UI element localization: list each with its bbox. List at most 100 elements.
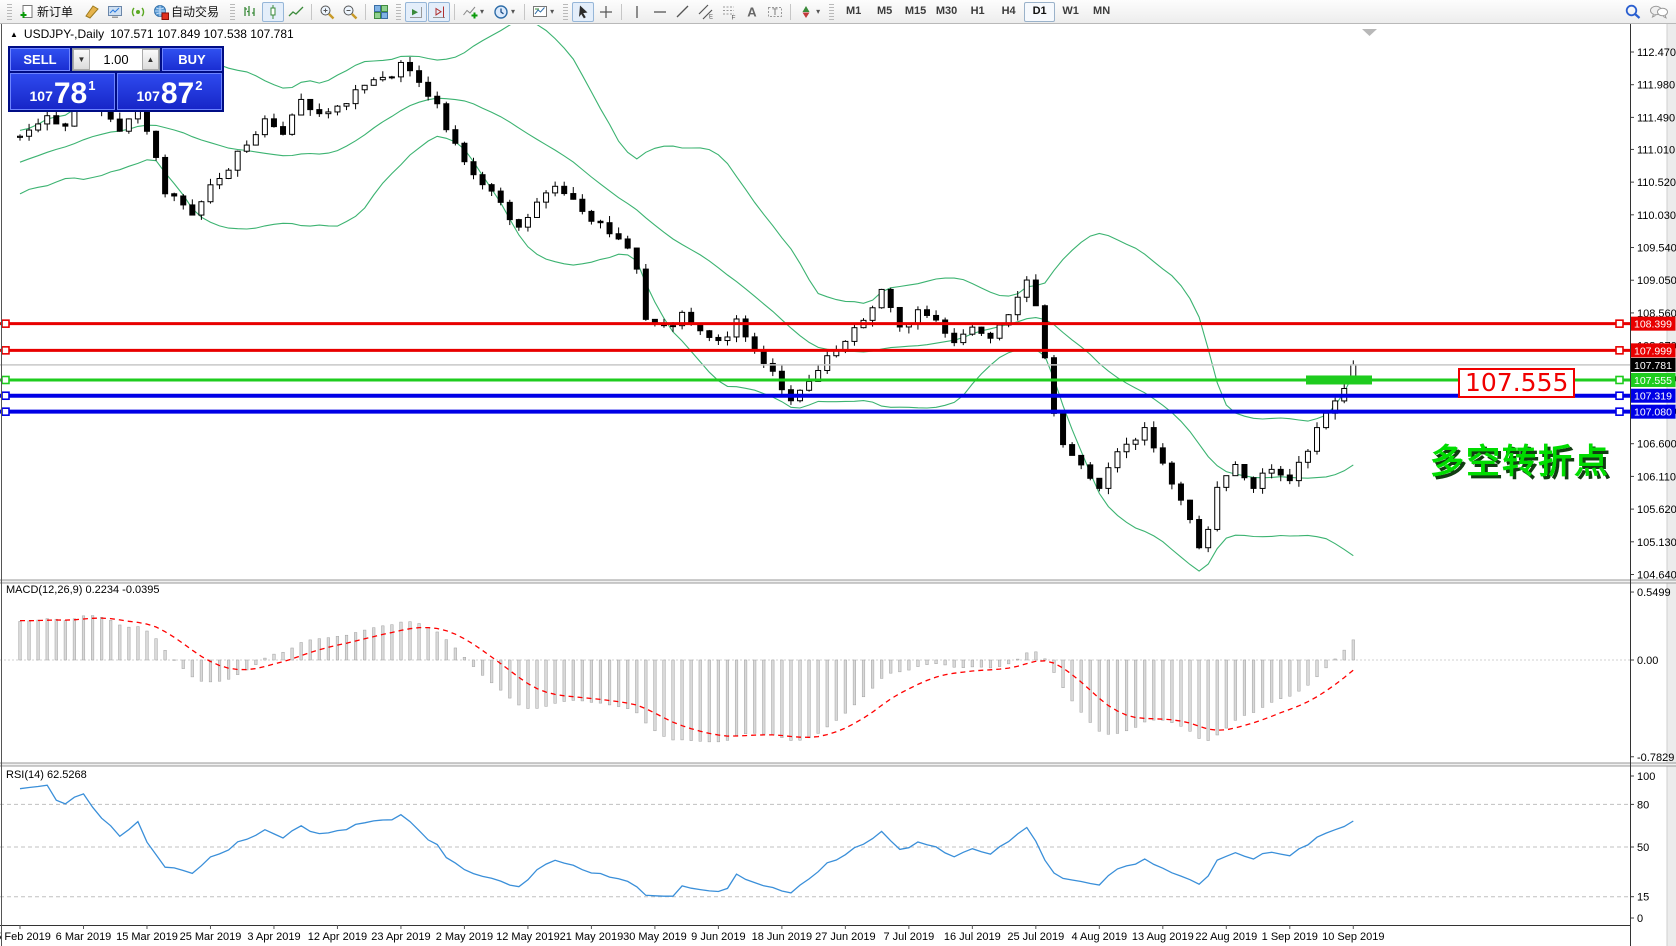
signals-icon <box>131 7 145 16</box>
date-axis-label: 30 May 2019 <box>623 931 687 943</box>
toolbar-separator <box>311 3 313 20</box>
equidistant-channel-button[interactable]: E <box>695 2 717 22</box>
rsi-axis-tick: 50 <box>1637 842 1649 854</box>
fibonacci-button[interactable]: F <box>718 2 740 22</box>
buy-button[interactable]: BUY <box>162 48 222 71</box>
toolbar-separator <box>454 3 456 20</box>
timeframe-button-M15[interactable]: M15 <box>904 4 927 17</box>
terminal-icon <box>108 5 123 18</box>
timeframe-button-D1[interactable]: D1 <box>1024 1 1056 22</box>
chart-shift-button[interactable] <box>428 1 451 22</box>
level-highlight-segment[interactable] <box>1306 375 1372 385</box>
templates-icon <box>533 5 548 17</box>
vertical-line-button[interactable] <box>626 2 648 22</box>
indicators-dropdown-arrow[interactable]: ▾ <box>480 7 485 16</box>
line-handle[interactable] <box>1 391 10 401</box>
timeframe-button-H4[interactable]: H4 <box>1001 4 1016 17</box>
toolbar-grip[interactable] <box>230 3 236 20</box>
svg-text:107.781: 107.781 <box>1634 360 1672 372</box>
toolbar: 新订单 自动交易 <box>0 0 1676 24</box>
new-order-button[interactable]: 新订单 <box>16 2 80 22</box>
chart-shift-marker[interactable] <box>1362 29 1377 36</box>
price-axis-tick: 109.050 <box>1637 275 1676 287</box>
timeframe-button-M1[interactable]: M1 <box>845 4 862 17</box>
date-axis-label: 3 Apr 2019 <box>247 931 300 943</box>
timeframe-button-H1[interactable]: H1 <box>970 4 985 17</box>
text-button[interactable]: A <box>741 2 763 22</box>
date-axis-label: 13 Aug 2019 <box>1132 931 1194 943</box>
metaeditor-button[interactable] <box>81 2 103 22</box>
text-label-button[interactable]: T <box>764 2 786 22</box>
price-badge-107.080 <box>1630 404 1676 419</box>
zoom-out-button[interactable] <box>339 2 361 22</box>
sell-price-display[interactable]: 107 78 1 <box>10 73 115 110</box>
volume-decrease-button[interactable]: ▼ <box>73 49 90 70</box>
tile-windows-icon <box>374 4 389 19</box>
timeframe-button-M5[interactable]: M5 <box>876 4 893 17</box>
templates-button[interactable]: ▾ <box>529 2 559 22</box>
toolbar-separator <box>621 3 623 20</box>
price-axis-tick: 110.520 <box>1637 177 1676 189</box>
chart-shift-icon <box>433 6 446 18</box>
price-badge-107.319 <box>1630 388 1676 403</box>
bar-chart-button[interactable] <box>239 2 261 22</box>
toolbar-grip[interactable] <box>829 3 835 20</box>
text-label-icon: T <box>768 6 783 17</box>
price-axis-tick: 106.110 <box>1637 471 1676 483</box>
collapse-panel-icon[interactable]: ▲ <box>10 29 18 39</box>
cursor-button[interactable] <box>572 1 595 22</box>
zoom-out-icon <box>343 5 358 19</box>
toolbar-separator <box>365 3 367 20</box>
line-handle[interactable] <box>1 346 10 355</box>
chat-button[interactable] <box>1646 2 1672 22</box>
signals-button[interactable] <box>127 2 149 22</box>
toolbar-grip[interactable] <box>563 3 569 20</box>
date-axis-label: 23 Apr 2019 <box>371 931 430 943</box>
line-chart-button[interactable] <box>285 2 307 22</box>
line-handle[interactable] <box>1 319 10 328</box>
templates-dropdown-arrow[interactable]: ▾ <box>550 7 555 16</box>
buy-price-display[interactable]: 107 87 2 <box>117 73 222 110</box>
candlestick-chart-button[interactable] <box>262 1 285 22</box>
zoom-in-button[interactable] <box>316 2 338 22</box>
volume-input[interactable] <box>90 49 142 70</box>
toolbar-grip[interactable] <box>396 3 402 20</box>
auto-scroll-button[interactable] <box>405 1 428 22</box>
sell-button[interactable]: SELL <box>10 48 70 71</box>
line-handle[interactable] <box>1615 407 1624 416</box>
line-handle[interactable] <box>1 407 10 416</box>
line-handle[interactable] <box>1615 319 1624 328</box>
autotrading-button[interactable]: 自动交易 <box>150 2 226 22</box>
price-callout-label[interactable]: 107.555 <box>1458 368 1576 398</box>
arrows-button[interactable]: ▾ <box>795 2 825 22</box>
arrows-dropdown-arrow[interactable]: ▾ <box>816 7 821 16</box>
timeframe-button-MN[interactable]: MN <box>1093 4 1111 17</box>
tile-windows-button[interactable] <box>370 2 392 22</box>
toolbar-grip[interactable] <box>7 3 12 20</box>
timeframe-button-W1[interactable]: W1 <box>1062 4 1079 17</box>
horizontal-line-button[interactable] <box>649 2 671 22</box>
rsi-label: RSI(14) 62.5268 <box>6 769 87 781</box>
crosshair-button[interactable] <box>595 2 617 22</box>
volume-increase-button[interactable]: ▲ <box>142 49 159 70</box>
terminal-button[interactable] <box>104 2 126 22</box>
line-handle[interactable] <box>1615 391 1624 401</box>
periods-button[interactable]: ▾ <box>490 2 520 22</box>
rsi-axis-tick: 80 <box>1637 799 1649 811</box>
line-handle[interactable] <box>1615 346 1624 355</box>
turning-point-annotation[interactable]: 多空转折点 <box>1430 443 1610 481</box>
periods-dropdown-arrow[interactable]: ▾ <box>511 7 516 16</box>
trendline-button[interactable] <box>672 2 694 22</box>
line-handle[interactable] <box>1 375 10 385</box>
search-button[interactable] <box>1621 2 1645 22</box>
line-handle[interactable] <box>1615 375 1624 385</box>
indicators-button[interactable]: ▾ <box>459 2 489 22</box>
price-axis-tick: 105.130 <box>1637 537 1676 549</box>
timeframe-button-M30[interactable]: M30 <box>935 4 958 17</box>
symbol-period-label: USDJPY-,Daily <box>23 27 105 41</box>
svg-text:108.399: 108.399 <box>1634 319 1672 331</box>
